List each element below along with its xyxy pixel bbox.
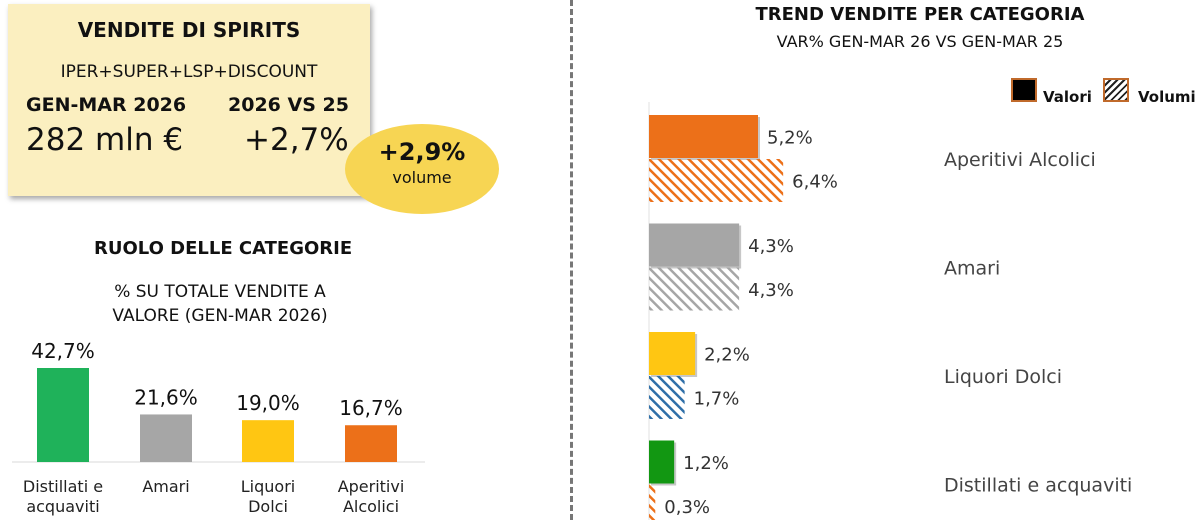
volumi-value-label: 0,3% xyxy=(664,497,710,518)
left-subtitle-line1: % SU TOTALE VENDITE A xyxy=(114,282,326,302)
share-category-label: Aperitivi xyxy=(338,477,405,496)
share-category-label: Distillati e xyxy=(23,477,103,496)
legend-volumi-swatch xyxy=(1103,78,1129,102)
valori-value-label: 4,3% xyxy=(748,236,794,257)
right-section-subtitle: VAR% GEN-MAR 26 VS GEN-MAR 25 xyxy=(776,32,1064,51)
share-bar xyxy=(345,425,397,462)
trend-bar-chart: 5,2% 6,4% Aperitivi Alcolici 4,3% 4,3% Amari 2… xyxy=(648,102,1132,520)
valori-bar xyxy=(649,440,675,484)
channels-label: IPER+SUPER+LSP+DISCOUNT xyxy=(60,62,318,82)
volumi-value-label: 4,3% xyxy=(748,280,794,301)
period-value: 282 mln € xyxy=(26,122,184,158)
volume-value: +2,9% xyxy=(378,138,466,166)
legend-valori-label: Valori xyxy=(1043,88,1092,106)
volumi-bar xyxy=(649,267,740,311)
trend-category-label: Aperitivi Alcolici xyxy=(944,149,1096,171)
section-divider xyxy=(570,0,573,520)
valori-bar xyxy=(649,332,696,375)
volumi-bar xyxy=(649,376,685,419)
volumi-bar xyxy=(649,484,656,520)
share-category-label: acquaviti xyxy=(26,497,99,516)
volume-bubble: +2,9% volume xyxy=(345,124,499,214)
trend-category-label: Amari xyxy=(944,258,1000,280)
valori-bar xyxy=(649,223,740,267)
summary-box: VENDITE DI SPIRITS IPER+SUPER+LSP+DISCOU… xyxy=(8,4,370,196)
trend-category-label: Liquori Dolci xyxy=(944,366,1062,388)
share-category-label: Amari xyxy=(142,477,189,496)
left-section-title: RUOLO DELLE CATEGORIE xyxy=(94,238,353,259)
share-bar xyxy=(37,368,89,462)
comparison-value: +2,7% xyxy=(244,122,349,158)
share-category-label: Alcolici xyxy=(343,497,399,516)
volume-label: volume xyxy=(392,168,452,187)
legend-volumi-label: Volumi xyxy=(1138,88,1196,106)
left-section-subtitle: % SU TOTALE VENDITE A VALORE (GEN-MAR 20… xyxy=(40,280,400,328)
summary-title: VENDITE DI SPIRITS xyxy=(77,18,301,42)
right-section-title: TREND VENDITE PER CATEGORIA xyxy=(755,4,1085,25)
share-value-label: 19,0% xyxy=(236,391,300,415)
share-category-label: Liquori xyxy=(241,477,295,496)
valori-value-label: 5,2% xyxy=(767,128,813,149)
share-value-label: 42,7% xyxy=(31,339,95,363)
share-bar xyxy=(242,420,294,462)
share-category-label: Dolci xyxy=(248,497,288,516)
valori-bar xyxy=(649,115,758,158)
legend-valori-swatch xyxy=(1011,78,1037,102)
comparison-label: 2026 VS 25 xyxy=(228,94,349,116)
valori-value-label: 2,2% xyxy=(704,345,750,366)
trend-category-label: Distillati e acquaviti xyxy=(944,475,1132,497)
volumi-value-label: 1,7% xyxy=(694,389,740,410)
valori-value-label: 1,2% xyxy=(683,453,729,474)
volumi-bar xyxy=(649,159,784,202)
period-label: GEN-MAR 2026 xyxy=(26,94,187,116)
share-value-label: 16,7% xyxy=(339,396,403,420)
left-subtitle-line2: VALORE (GEN-MAR 2026) xyxy=(112,306,328,326)
share-bar xyxy=(140,414,192,462)
volumi-value-label: 6,4% xyxy=(792,172,838,193)
share-value-label: 21,6% xyxy=(134,385,198,409)
